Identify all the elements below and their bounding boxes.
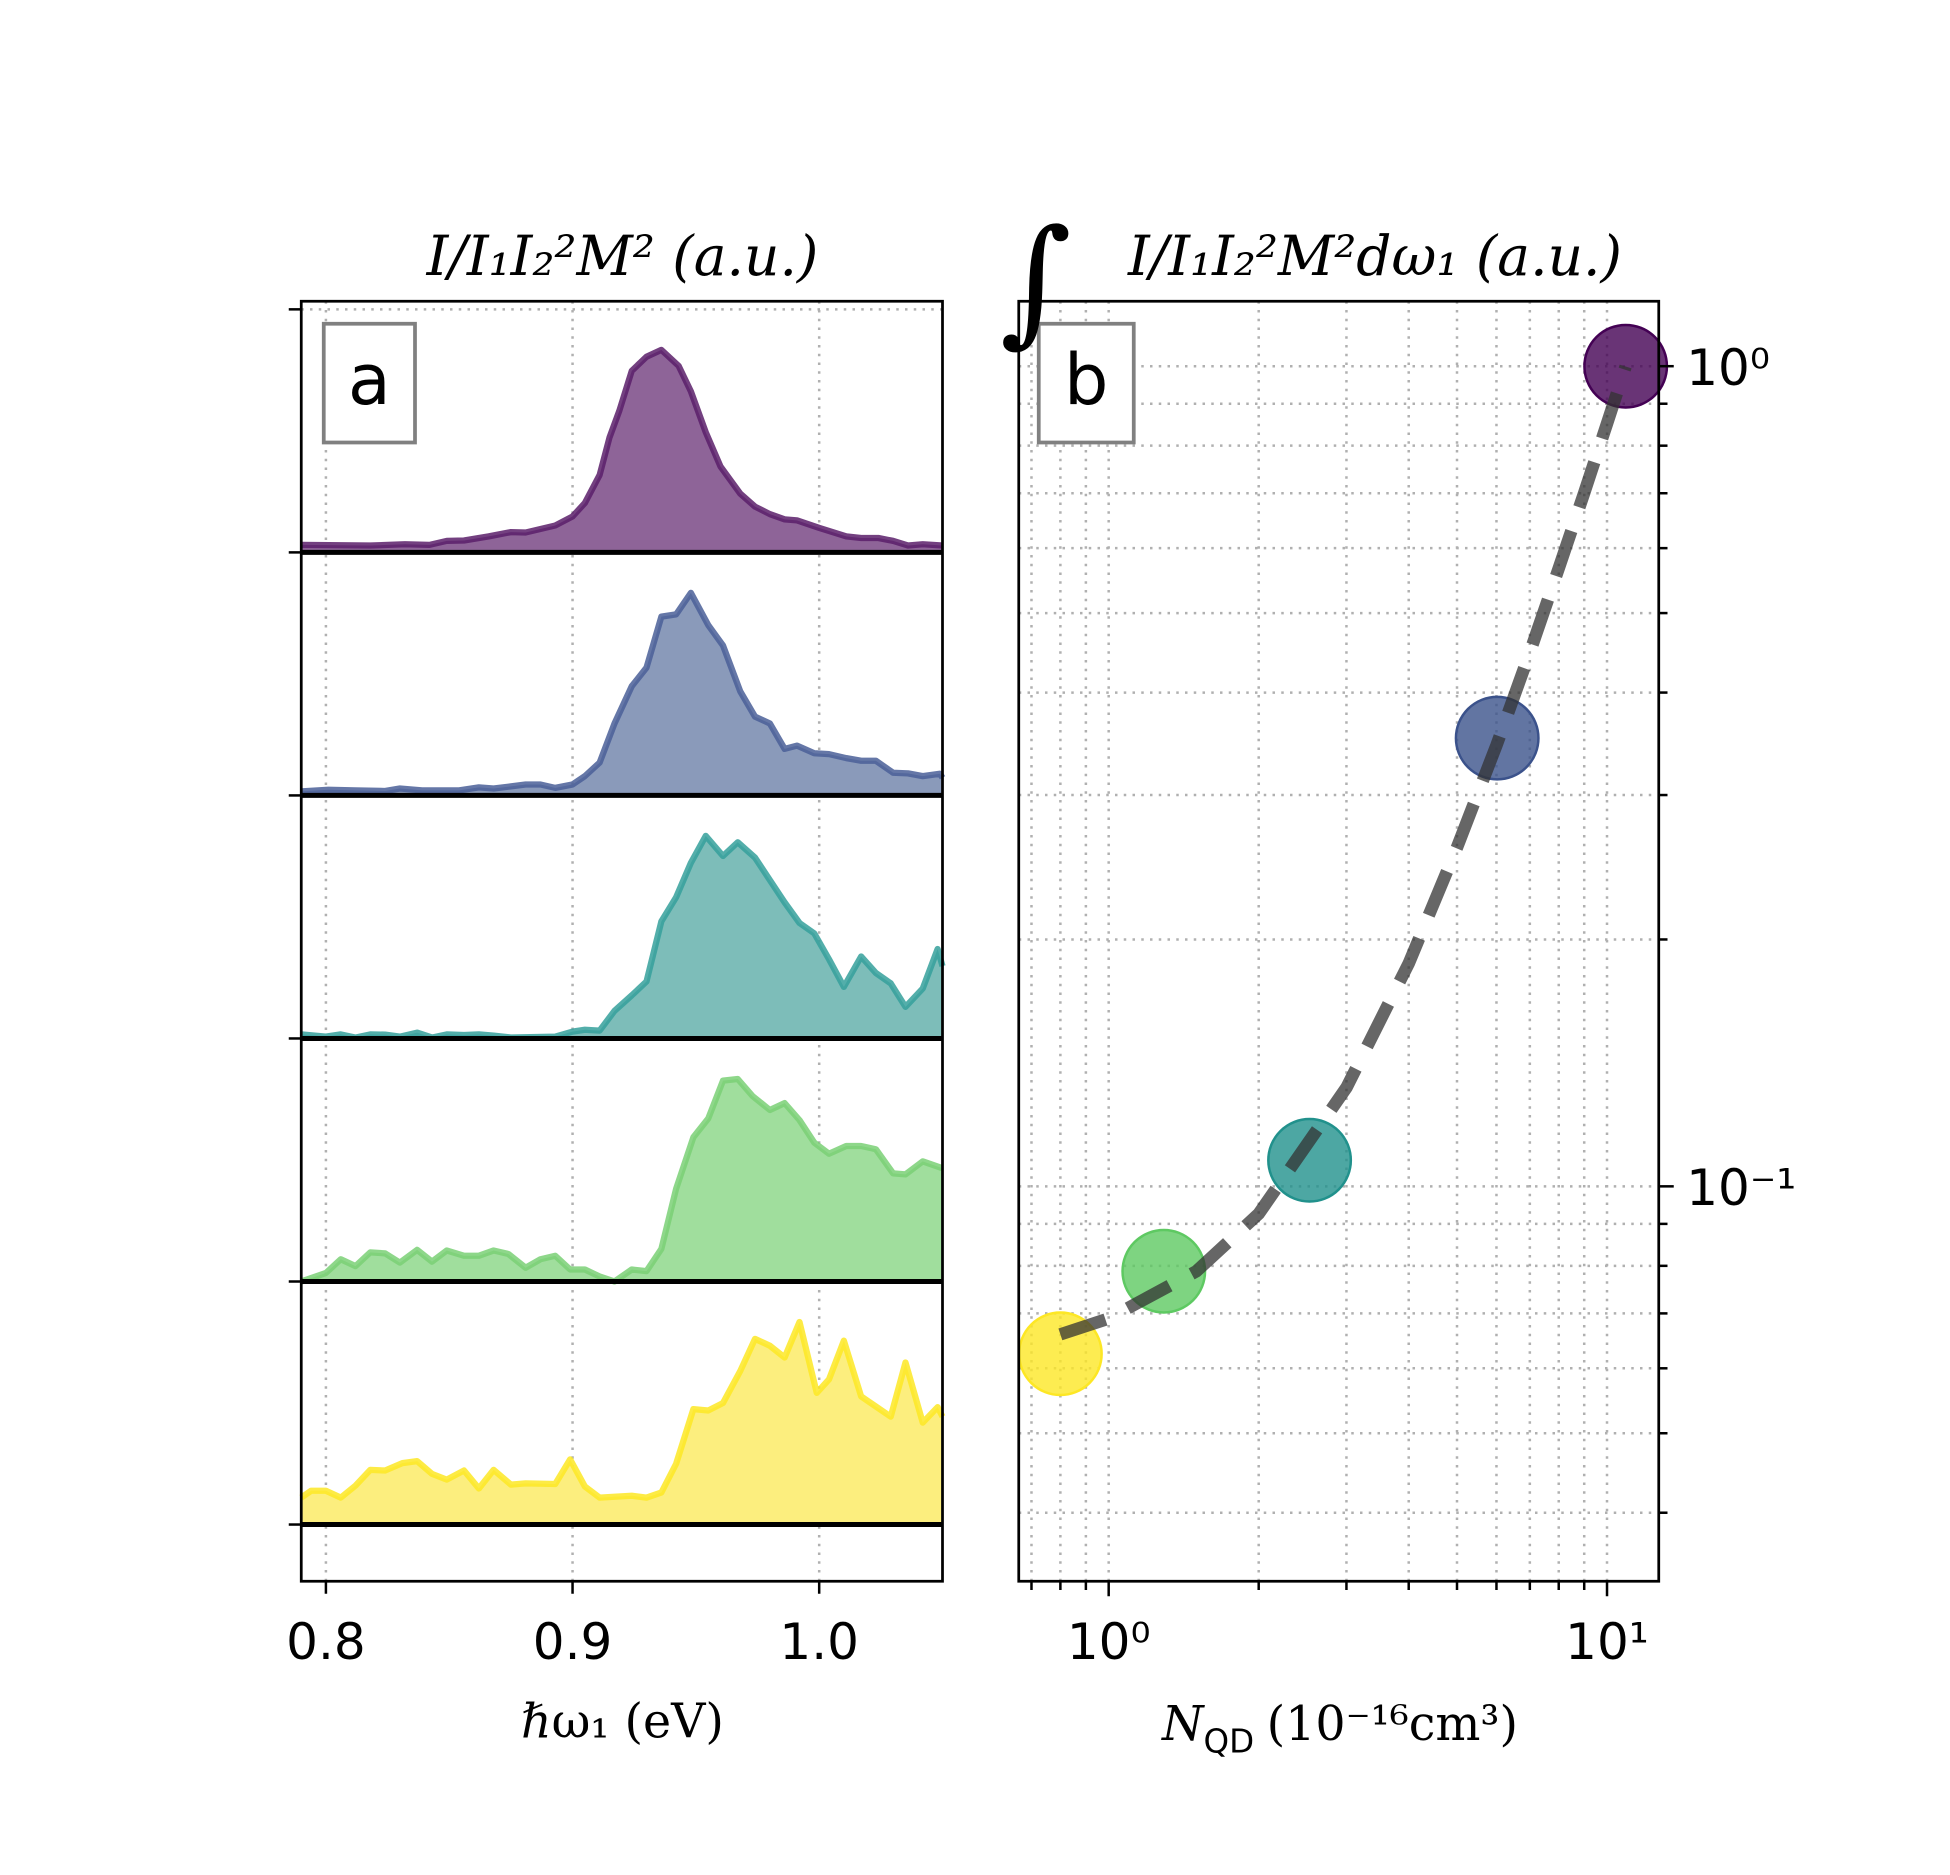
trace-line bbox=[299, 1318, 946, 1501]
panel-a-letter: a bbox=[348, 339, 391, 421]
panel-b: 10⁰ 10¹ 10⁰ 10⁻¹ b ∫ I/I₁I₂²M²dω₁ (a.u.) NQ… bbox=[1000, 201, 1796, 1761]
panel-a: 0.8 0.9 1.0 a I/I₁I₂²M² (a.u.) ℏω₁ (eV) bbox=[286, 224, 946, 1750]
y-tick-label: 10⁻¹ bbox=[1686, 1159, 1796, 1217]
panel-b-ticks: 10⁰ 10¹ 10⁰ 10⁻¹ bbox=[1030, 339, 1796, 1671]
xlabel-n: N bbox=[1161, 1697, 1205, 1752]
panel-b-frame bbox=[1017, 299, 1661, 1583]
x-tick-label: 0.8 bbox=[286, 1613, 366, 1671]
trace-fill bbox=[301, 349, 943, 553]
trace-line bbox=[301, 589, 946, 795]
panel-b-points bbox=[1017, 323, 1669, 1397]
x-tick-label: 10⁰ bbox=[1067, 1613, 1151, 1671]
x-tick-label: 0.9 bbox=[533, 1613, 613, 1671]
panel-b-label-box bbox=[1036, 321, 1136, 445]
panel-b-letter: b bbox=[1064, 339, 1108, 421]
trace-line bbox=[300, 1075, 944, 1285]
panel-a-traces bbox=[299, 346, 946, 1528]
trace-line bbox=[300, 832, 946, 1041]
trace-line bbox=[301, 346, 943, 549]
panel-b-xlabel: NQD (10⁻¹⁶cm³) bbox=[1161, 1697, 1518, 1761]
panel-a-ticks: 0.8 0.9 1.0 bbox=[286, 308, 859, 1671]
x-tick-label: 10¹ bbox=[1565, 1613, 1649, 1671]
panel-a-frame bbox=[299, 299, 944, 1583]
xlabel-units: (10⁻¹⁶cm³) bbox=[1267, 1697, 1518, 1752]
panel-b-grid bbox=[1018, 301, 1659, 1582]
trace-fill bbox=[301, 1079, 943, 1282]
trace-fill bbox=[301, 835, 943, 1039]
panel-a-xlabel: ℏω₁ (eV) bbox=[521, 1695, 724, 1750]
x-tick-label: 1.0 bbox=[779, 1613, 859, 1671]
panel-b-title: I/I₁I₂²M²dω₁ (a.u.) bbox=[1127, 224, 1622, 288]
data-point bbox=[1583, 323, 1669, 409]
panel-a-title: I/I₁I₂²M² (a.u.) bbox=[426, 224, 819, 288]
xlabel-sub: QD bbox=[1204, 1723, 1255, 1761]
y-tick-label: 10⁰ bbox=[1686, 339, 1770, 397]
fit-curve bbox=[1058, 364, 1632, 1341]
data-point bbox=[1267, 1117, 1353, 1203]
trace-fill bbox=[301, 592, 943, 796]
integral-sign: ∫ bbox=[1000, 201, 1072, 361]
panel-a-label-box bbox=[321, 321, 417, 445]
